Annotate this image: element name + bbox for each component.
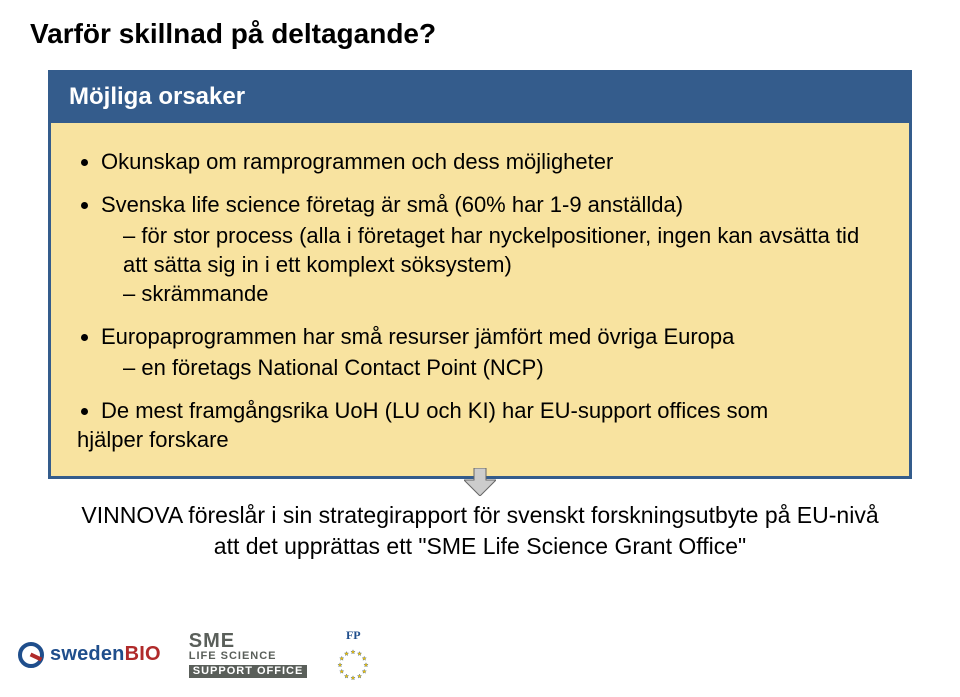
bottom-callout: VINNOVA föreslår i sin strategirapport f…	[70, 500, 890, 562]
reason-1: Okunskap om ramprogrammen och dess möjli…	[101, 147, 883, 176]
swedenbio-bio: BIO	[125, 643, 161, 665]
reason-2-sub-1: för stor process (alla i företaget har n…	[123, 221, 883, 279]
eu-stars-icon	[335, 645, 371, 681]
reason-3-text: Europaprogrammen har små resurser jämför…	[101, 324, 734, 349]
bottom-line-2: att det upprättas ett "SME Life Science …	[70, 531, 890, 562]
footer-logos: swedenBIO SME LIFE SCIENCE SUPPORT OFFIC…	[18, 628, 371, 681]
box-header: Möjliga orsaker	[51, 73, 909, 123]
reason-4: De mest framgångsrika UoH (LU och KI) ha…	[101, 396, 883, 454]
reason-4-post: hjälper forskare	[77, 425, 229, 454]
sme-line3: SUPPORT OFFICE	[189, 665, 308, 678]
reason-3: Europaprogrammen har små resurser jämför…	[101, 322, 883, 382]
sme-line1: SME	[189, 631, 308, 651]
swedenbio-ring-icon	[18, 642, 44, 668]
swedenbio-sweden: sweden	[50, 643, 125, 665]
reason-3-sub-1: en företags National Contact Point (NCP)	[123, 353, 883, 382]
sme-line2: LIFE SCIENCE	[189, 651, 308, 662]
reason-2-text: Svenska life science företag är små (60%…	[101, 192, 683, 217]
swedenbio-text: swedenBIO	[50, 643, 161, 666]
bottom-line-1: VINNOVA föreslår i sin strategirapport f…	[70, 500, 890, 531]
logo-swedenbio: swedenBIO	[18, 642, 161, 668]
page-title: Varför skillnad på deltagande?	[30, 18, 436, 50]
reason-2-sub: för stor process (alla i företaget har n…	[101, 221, 883, 308]
arrow-polygon	[464, 468, 496, 496]
slide-root: Varför skillnad på deltagande? Möjliga o…	[0, 0, 960, 697]
reasons-box: Möjliga orsaker Okunskap om ramprogramme…	[48, 70, 912, 479]
reason-2-sub-2: skrämmande	[123, 279, 883, 308]
eu-star-ring	[338, 650, 368, 680]
box-body: Okunskap om ramprogrammen och dess möjli…	[51, 123, 909, 476]
logo-fp7: FP	[335, 628, 371, 681]
reasons-list: Okunskap om ramprogrammen och dess möjli…	[81, 147, 883, 454]
down-arrow-icon	[464, 468, 496, 496]
reason-4-pre: De mest framgångsrika UoH (LU och KI) ha…	[101, 398, 768, 423]
reason-2: Svenska life science företag är små (60%…	[101, 190, 883, 308]
logo-sme: SME LIFE SCIENCE SUPPORT OFFICE	[189, 631, 308, 678]
fp-label: FP	[346, 628, 361, 643]
reason-3-sub: en företags National Contact Point (NCP)	[101, 353, 883, 382]
